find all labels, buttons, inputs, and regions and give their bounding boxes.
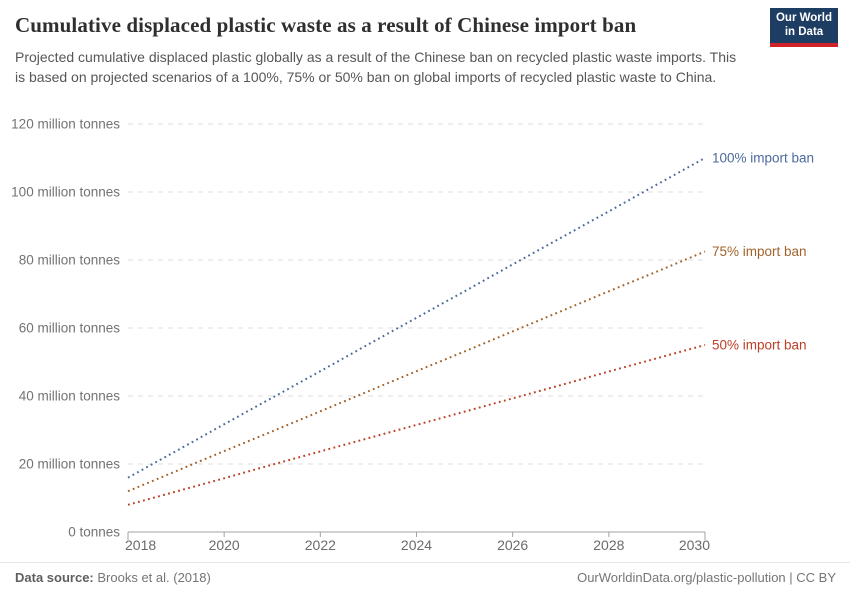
series-label: 50% import ban (712, 338, 807, 353)
y-tick-label: 40 million tonnes (19, 389, 121, 404)
y-tick-label: 0 tonnes (68, 525, 120, 540)
data-source: Data source: Brooks et al. (2018) (15, 570, 211, 585)
x-tick-label: 2024 (401, 537, 432, 553)
y-tick-label: 20 million tonnes (19, 457, 121, 472)
data-source-value: Brooks et al. (2018) (97, 570, 211, 585)
data-source-label: Data source: (15, 570, 94, 585)
owid-logo-line1: Our World (775, 11, 832, 24)
series-line (127, 157, 706, 479)
page-title: Cumulative displaced plastic waste as a … (15, 13, 637, 37)
credit-link: OurWorldinData.org/plastic-pollution | C… (577, 570, 836, 585)
series-label: 100% import ban (712, 151, 814, 166)
series-label: 75% import ban (712, 244, 807, 259)
x-tick-label: 2022 (305, 537, 336, 553)
y-tick-label: 60 million tonnes (19, 321, 121, 336)
y-tick-label: 120 million tonnes (11, 117, 120, 132)
x-tick-label: 2020 (209, 537, 240, 553)
owid-logo-line2: in Data (784, 25, 824, 38)
chart-subtitle: Projected cumulative displaced plastic g… (15, 49, 737, 85)
x-tick-label: 2026 (497, 537, 528, 553)
x-tick-label: 2030 (679, 537, 710, 553)
footer-divider (0, 562, 850, 563)
y-tick-label: 100 million tonnes (11, 185, 120, 200)
series-line (127, 250, 706, 493)
x-tick-label: 2018 (125, 537, 156, 553)
y-tick-label: 80 million tonnes (19, 253, 121, 268)
series-line (127, 344, 706, 506)
owid-logo: Our World in Data (770, 8, 838, 47)
x-tick-label: 2028 (593, 537, 624, 553)
